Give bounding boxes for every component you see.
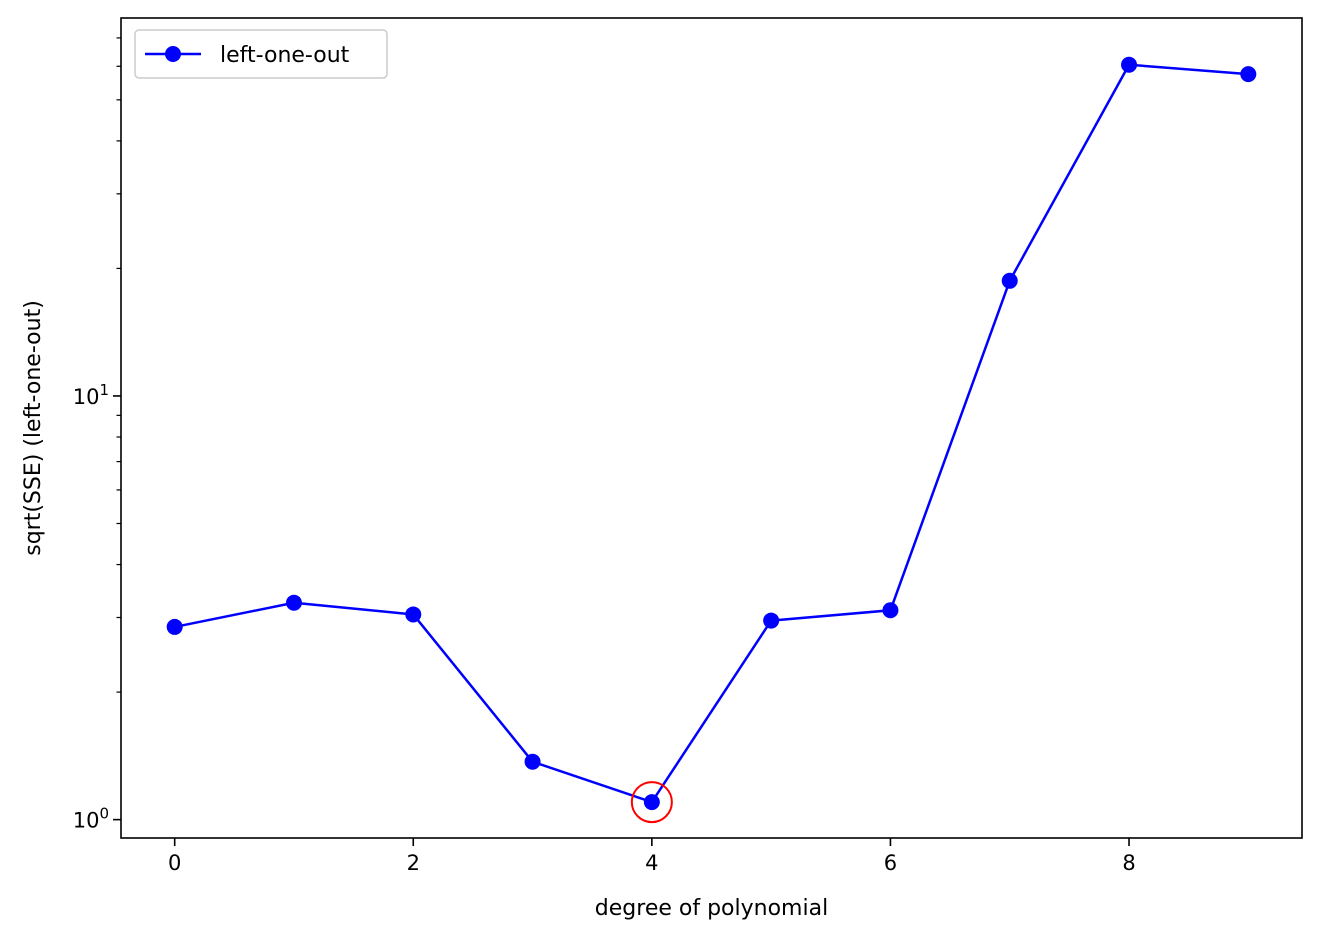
x-tick-label: 6 bbox=[884, 851, 897, 875]
y-axis-label: sqrt(SSE) (left-one-out) bbox=[21, 300, 46, 556]
y-tick-label: 101 bbox=[73, 381, 109, 409]
legend: left-one-out bbox=[134, 29, 388, 79]
x-axis-label: degree of polynomial bbox=[595, 896, 828, 921]
x-tick-label: 8 bbox=[1122, 851, 1135, 875]
legend-marker bbox=[165, 46, 181, 62]
data-point bbox=[643, 794, 660, 811]
data-point bbox=[285, 594, 302, 611]
series-line bbox=[174, 63, 1249, 804]
data-point bbox=[1001, 272, 1018, 289]
highlight-ring bbox=[630, 781, 673, 824]
data-point bbox=[166, 618, 183, 635]
x-tick-label: 2 bbox=[407, 851, 420, 875]
data-point bbox=[882, 602, 899, 619]
legend-box bbox=[134, 29, 388, 79]
legend-entry: left-one-out bbox=[220, 43, 350, 68]
y-tick-label: 100 bbox=[73, 805, 109, 833]
data-point bbox=[1240, 66, 1257, 83]
data-point bbox=[763, 612, 780, 629]
x-ticks: 0 2 4 6 8 bbox=[168, 838, 1136, 875]
data-point bbox=[1121, 56, 1138, 73]
data-point bbox=[405, 606, 422, 623]
data-point bbox=[524, 753, 541, 770]
x-tick-label: 0 bbox=[168, 851, 181, 875]
series-layer bbox=[166, 56, 1257, 811]
y-major-ticks: 100 101 bbox=[73, 381, 121, 833]
x-tick-label: 4 bbox=[645, 851, 658, 875]
plot-area bbox=[120, 17, 1303, 839]
y-minor-ticks bbox=[116, 37, 121, 693]
